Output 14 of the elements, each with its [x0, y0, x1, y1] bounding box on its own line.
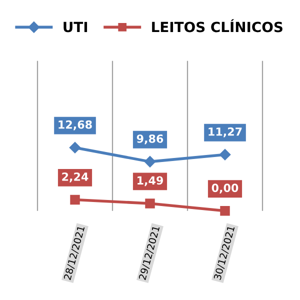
data-label: 2,24 [62, 172, 88, 182]
point [144, 156, 156, 168]
data-label: 1,49 [138, 176, 163, 186]
data-label: 9,86 [136, 134, 164, 144]
point [145, 198, 155, 208]
data-label: 0,00 [212, 184, 238, 194]
legend-label: LEITOS CLÍNICOS [152, 19, 282, 32]
point [220, 206, 230, 216]
legend-label: UTI [64, 22, 88, 32]
point [69, 142, 81, 154]
point [219, 149, 231, 160]
point [70, 194, 80, 205]
data-label: 12,68 [58, 120, 92, 130]
data-label: 11,27 [208, 127, 242, 138]
